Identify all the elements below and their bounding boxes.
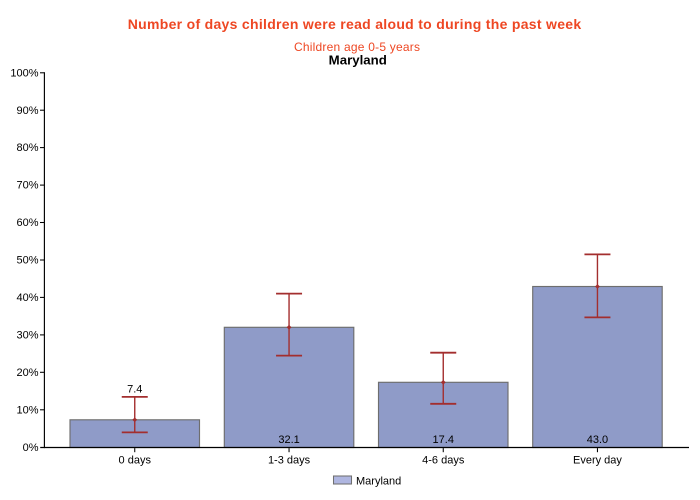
svg-text:1-3 days: 1-3 days	[268, 455, 311, 467]
svg-text:50%: 50%	[16, 255, 38, 267]
svg-text:17.4: 17.4	[433, 434, 454, 446]
svg-text:90%: 90%	[16, 105, 38, 117]
svg-text:43.0: 43.0	[587, 434, 608, 446]
svg-text:Maryland: Maryland	[329, 54, 387, 68]
svg-text:80%: 80%	[16, 142, 38, 154]
svg-text:60%: 60%	[16, 217, 38, 229]
svg-text:10%: 10%	[16, 404, 38, 416]
svg-text:100%: 100%	[10, 67, 38, 79]
svg-text:0%: 0%	[23, 442, 39, 454]
svg-text:32.1: 32.1	[278, 434, 299, 446]
svg-text:0 days: 0 days	[119, 455, 152, 467]
svg-text:Number of days children were r: Number of days children were read aloud …	[128, 16, 582, 32]
svg-text:7.4: 7.4	[127, 384, 142, 396]
svg-text:Maryland: Maryland	[356, 476, 401, 488]
svg-text:4-6 days: 4-6 days	[422, 455, 465, 467]
svg-text:30%: 30%	[16, 330, 38, 342]
svg-text:70%: 70%	[16, 180, 38, 192]
svg-text:Every day: Every day	[573, 455, 622, 467]
svg-text:Children age 0-5 years: Children age 0-5 years	[294, 40, 420, 54]
svg-text:40%: 40%	[16, 292, 38, 304]
svg-text:20%: 20%	[16, 367, 38, 379]
